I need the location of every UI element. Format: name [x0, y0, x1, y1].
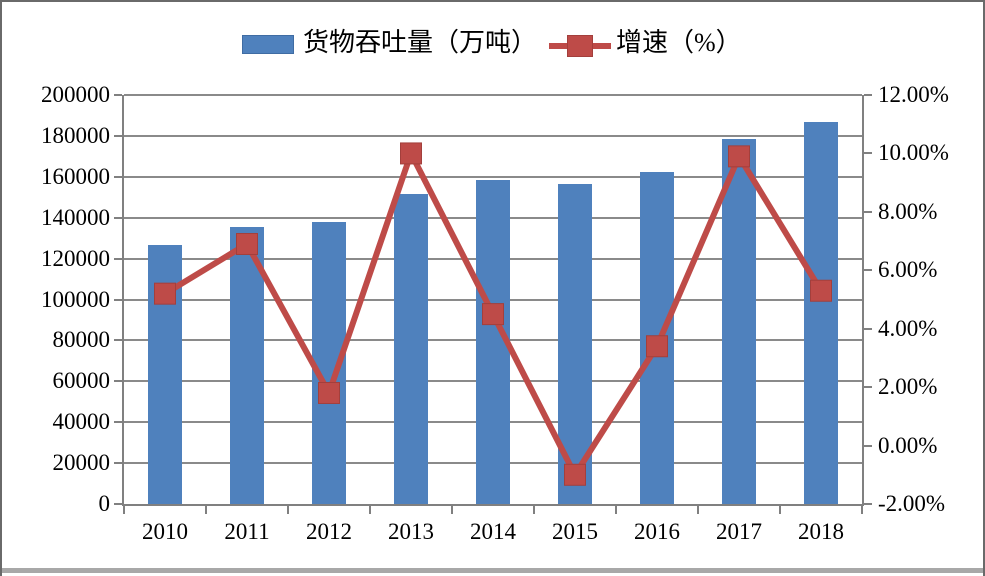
left-axis-tick-label: 40000 — [52, 409, 111, 435]
right-axis-tick-label: -2.00% — [878, 491, 946, 516]
left-axis-tick — [114, 462, 122, 465]
left-axis-tick-label: 200000 — [41, 82, 110, 107]
x-axis-tick — [779, 506, 781, 514]
x-axis-tick — [533, 506, 535, 514]
left-axis-tick — [114, 257, 122, 260]
left-axis-tick — [114, 134, 122, 137]
growth-marker-2018 — [810, 279, 832, 302]
right-axis-tick — [864, 503, 872, 505]
growth-marker-2013 — [400, 142, 422, 165]
right-axis-tick-label: 10.00% — [878, 140, 949, 166]
legend-line-label: 增速（%） — [616, 28, 742, 57]
right-axis-tick — [864, 152, 872, 155]
x-axis-label-2016: 2016 — [634, 519, 680, 544]
right-axis-tick-label: 2.00% — [878, 374, 938, 400]
right-axis-tick-label: 0.00% — [878, 432, 938, 458]
left-axis-tick — [114, 298, 122, 301]
growth-marker-2017 — [728, 145, 750, 168]
left-axis-tick-label: 60000 — [52, 368, 111, 394]
legend: 货物吞吐量（万吨） 增速（%） — [2, 2, 983, 72]
x-axis-tick — [287, 506, 289, 514]
x-axis-tick — [615, 506, 617, 514]
right-axis-tick-label: 8.00% — [878, 198, 938, 224]
x-axis-label-2010: 2010 — [142, 519, 188, 544]
x-axis-tick — [861, 506, 863, 514]
x-axis-label-2011: 2011 — [224, 519, 270, 544]
right-axis-tick-label: 4.00% — [878, 315, 938, 341]
left-axis-tick — [114, 339, 122, 342]
left-axis-tick — [114, 175, 122, 178]
legend-bar-swatch — [242, 35, 294, 54]
left-axis-tick-label: 100000 — [41, 286, 110, 312]
x-axis-label-2017: 2017 — [716, 519, 762, 544]
left-axis-tick-label: 160000 — [41, 163, 110, 189]
growth-marker-2010 — [154, 282, 176, 305]
left-axis-line — [122, 95, 124, 506]
left-axis-tick — [114, 421, 122, 424]
frame-bottom-edge — [2, 568, 983, 573]
growth-marker-2012 — [318, 381, 340, 404]
bar-2017 — [722, 138, 756, 504]
x-axis-tick — [205, 506, 207, 514]
bar-2013 — [394, 194, 428, 504]
left-axis-tick-label: 80000 — [52, 327, 111, 353]
growth-line-series — [154, 142, 832, 486]
x-axis-tick — [697, 506, 699, 514]
x-axis-tick — [451, 506, 453, 514]
x-axis-label-2015: 2015 — [552, 519, 598, 544]
growth-marker-2011 — [236, 232, 258, 255]
right-axis-tick — [864, 327, 872, 330]
growth-marker-2014 — [482, 303, 504, 326]
left-axis-tick — [114, 503, 122, 505]
bar-2018 — [804, 121, 838, 504]
x-axis-label-2012: 2012 — [306, 519, 352, 544]
left-axis-tick-label: 140000 — [41, 204, 110, 230]
gridline — [124, 175, 862, 178]
right-axis-tick — [864, 269, 872, 272]
legend-bar-label: 货物吞吐量（万吨） — [303, 28, 538, 57]
left-axis-tick-label: 0 — [98, 491, 111, 516]
left-axis-tick-label: 20000 — [52, 450, 111, 476]
bar-2011 — [230, 226, 264, 504]
x-axis-tick — [123, 506, 125, 514]
right-axis-tick — [864, 94, 872, 96]
right-axis-tick-label: 12.00% — [878, 82, 949, 107]
right-axis-tick — [864, 444, 872, 447]
x-axis-label-2013: 2013 — [388, 519, 434, 544]
left-axis-tick — [114, 94, 122, 96]
left-axis-tick — [114, 380, 122, 383]
x-axis-tick — [369, 506, 371, 514]
right-axis-tick-label: 6.00% — [878, 257, 938, 283]
x-axis-label-2014: 2014 — [470, 519, 516, 544]
left-axis-tick-label: 180000 — [41, 122, 110, 148]
legend-line-marker-icon — [567, 35, 593, 57]
x-axis-line — [122, 504, 864, 506]
right-axis-tick — [864, 210, 872, 213]
x-axis-label-2018: 2018 — [798, 519, 844, 544]
growth-marker-2015 — [564, 463, 586, 486]
gridline — [124, 94, 862, 96]
left-axis-tick — [114, 216, 122, 219]
growth-marker-2016 — [646, 335, 668, 358]
right-axis-line — [862, 95, 864, 506]
left-axis-tick-label: 120000 — [41, 245, 110, 271]
gridline — [124, 134, 862, 137]
right-axis-tick — [864, 386, 872, 389]
